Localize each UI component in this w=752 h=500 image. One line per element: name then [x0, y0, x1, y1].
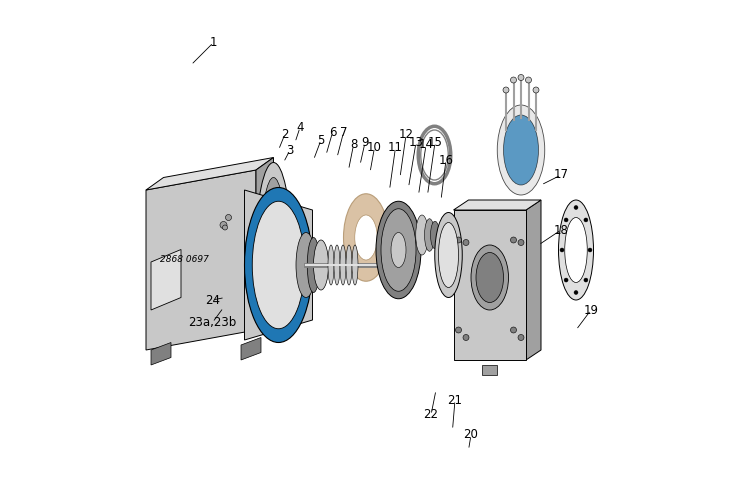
Polygon shape	[151, 342, 171, 365]
Text: 15: 15	[428, 136, 442, 149]
Polygon shape	[482, 365, 497, 375]
Text: 4: 4	[296, 121, 304, 134]
Text: 7: 7	[340, 126, 347, 139]
Text: 1: 1	[210, 36, 217, 49]
Ellipse shape	[504, 115, 538, 185]
Circle shape	[511, 77, 517, 83]
Text: 2868 0697: 2868 0697	[160, 256, 209, 264]
Circle shape	[511, 327, 517, 333]
Circle shape	[456, 327, 462, 333]
Ellipse shape	[261, 178, 286, 318]
Ellipse shape	[340, 245, 346, 285]
Ellipse shape	[355, 215, 378, 260]
Ellipse shape	[416, 215, 428, 255]
Text: 16: 16	[438, 154, 453, 166]
Circle shape	[220, 222, 227, 228]
Circle shape	[226, 214, 232, 220]
Text: 12: 12	[399, 128, 414, 141]
Circle shape	[223, 225, 228, 230]
Text: 17: 17	[553, 168, 569, 181]
Polygon shape	[453, 200, 541, 210]
Circle shape	[511, 237, 517, 243]
Text: 24: 24	[205, 294, 220, 306]
Polygon shape	[146, 170, 256, 350]
Ellipse shape	[559, 200, 593, 300]
Ellipse shape	[471, 245, 508, 310]
Circle shape	[574, 206, 578, 210]
Ellipse shape	[381, 209, 416, 291]
Ellipse shape	[497, 105, 544, 195]
Circle shape	[503, 87, 509, 93]
Polygon shape	[526, 200, 541, 360]
Polygon shape	[453, 210, 526, 360]
Ellipse shape	[376, 201, 421, 298]
Ellipse shape	[430, 221, 439, 248]
Circle shape	[533, 87, 539, 93]
Text: 14: 14	[419, 138, 433, 151]
Circle shape	[463, 240, 469, 246]
Ellipse shape	[438, 222, 459, 288]
Text: 10: 10	[367, 141, 382, 154]
Ellipse shape	[256, 162, 291, 332]
Circle shape	[463, 334, 469, 340]
Circle shape	[518, 74, 524, 80]
Ellipse shape	[391, 232, 406, 268]
Ellipse shape	[435, 212, 462, 298]
Text: 5: 5	[317, 134, 325, 146]
Circle shape	[574, 290, 578, 294]
Text: 19: 19	[584, 304, 599, 316]
Circle shape	[584, 218, 588, 222]
Text: 18: 18	[553, 224, 569, 236]
Polygon shape	[256, 158, 274, 330]
Ellipse shape	[308, 238, 320, 292]
Circle shape	[518, 240, 524, 246]
Circle shape	[564, 278, 568, 282]
Ellipse shape	[244, 190, 312, 340]
Text: 23a,23b: 23a,23b	[188, 316, 237, 329]
Ellipse shape	[424, 219, 435, 251]
Text: 21: 21	[447, 394, 462, 406]
Text: 9: 9	[361, 136, 368, 149]
Circle shape	[526, 77, 532, 83]
Ellipse shape	[476, 252, 504, 302]
Ellipse shape	[334, 245, 340, 285]
Ellipse shape	[565, 218, 587, 282]
Text: 6: 6	[329, 126, 336, 139]
Ellipse shape	[352, 245, 358, 285]
Text: 3: 3	[287, 144, 294, 156]
Circle shape	[584, 278, 588, 282]
Polygon shape	[241, 338, 261, 360]
Ellipse shape	[344, 194, 389, 281]
Circle shape	[456, 237, 462, 243]
Polygon shape	[244, 190, 313, 340]
Ellipse shape	[244, 188, 313, 342]
Circle shape	[518, 334, 524, 340]
Text: 11: 11	[388, 141, 403, 154]
Ellipse shape	[314, 240, 329, 290]
Ellipse shape	[346, 245, 352, 285]
Ellipse shape	[328, 245, 334, 285]
Circle shape	[564, 218, 568, 222]
Text: 8: 8	[350, 138, 357, 151]
Text: 13: 13	[408, 136, 423, 149]
Ellipse shape	[252, 201, 305, 329]
Circle shape	[560, 248, 564, 252]
Polygon shape	[151, 250, 181, 310]
Ellipse shape	[421, 130, 448, 180]
Text: 20: 20	[463, 428, 478, 442]
Text: 22: 22	[423, 408, 438, 422]
Text: 2: 2	[281, 128, 289, 140]
Ellipse shape	[296, 232, 316, 298]
Ellipse shape	[251, 200, 306, 330]
Polygon shape	[146, 158, 274, 190]
Circle shape	[588, 248, 592, 252]
